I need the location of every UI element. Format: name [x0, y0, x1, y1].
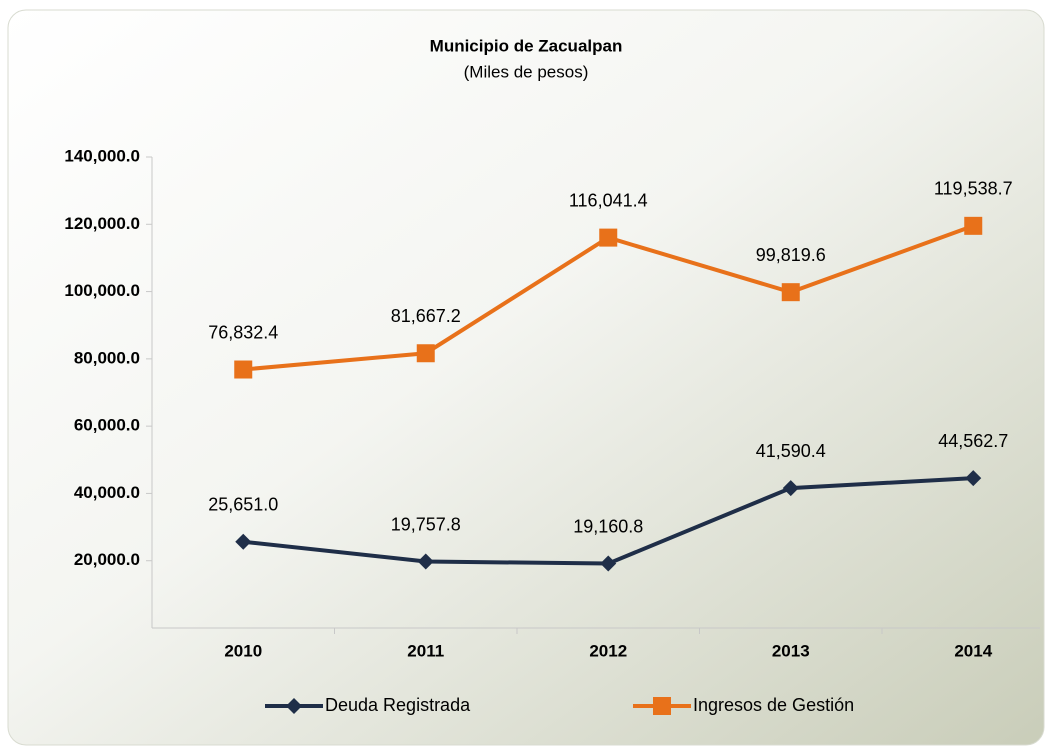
- y-tick-label: 40,000.0: [74, 483, 140, 502]
- x-tick-label: 2010: [224, 641, 262, 660]
- data-label: 81,667.2: [391, 306, 461, 326]
- data-label: 44,562.7: [938, 431, 1008, 451]
- data-label: 119,538.7: [934, 179, 1013, 199]
- y-tick-label: 60,000.0: [74, 416, 140, 435]
- data-label: 99,819.6: [756, 245, 826, 265]
- data-label: 19,160.8: [573, 516, 643, 536]
- x-tick-label: 2011: [407, 641, 444, 660]
- legend-marker: [653, 697, 671, 715]
- data-point: [234, 360, 253, 379]
- data-label: 76,832.4: [208, 322, 278, 342]
- data-label: 41,590.4: [756, 441, 826, 461]
- data-point: [782, 480, 799, 497]
- legend-label: Ingresos de Gestión: [693, 695, 854, 715]
- data-point: [416, 344, 435, 363]
- x-tick-label: 2012: [589, 641, 627, 660]
- data-point: [965, 470, 982, 487]
- data-point: [599, 228, 618, 247]
- chart-panel: [7, 9, 1045, 746]
- data-label: 19,757.8: [391, 514, 461, 534]
- legend-label: Deuda Registrada: [325, 695, 471, 715]
- x-tick-label: 2013: [772, 641, 810, 660]
- data-point: [417, 553, 434, 570]
- x-tick-label: 2014: [954, 641, 992, 660]
- data-label: 116,041.4: [569, 190, 648, 210]
- data-label: 25,651.0: [208, 494, 278, 514]
- data-point: [781, 283, 800, 302]
- chart-title: Municipio de Zacualpan: [430, 36, 623, 55]
- legend-marker: [286, 698, 302, 714]
- y-tick-label: 100,000.0: [64, 281, 140, 300]
- data-point: [964, 216, 983, 235]
- y-tick-label: 140,000.0: [64, 146, 140, 165]
- y-tick-label: 20,000.0: [74, 550, 140, 569]
- data-point: [600, 555, 617, 572]
- chart-subtitle: (Miles de pesos): [464, 62, 589, 81]
- data-point: [235, 533, 252, 550]
- y-tick-label: 80,000.0: [74, 348, 140, 367]
- y-tick-label: 120,000.0: [64, 214, 140, 233]
